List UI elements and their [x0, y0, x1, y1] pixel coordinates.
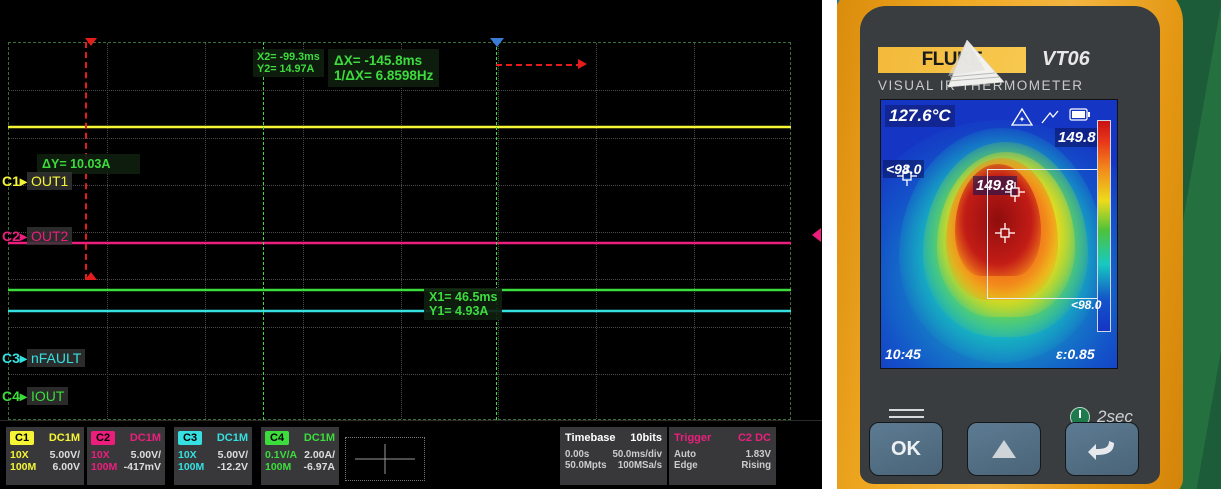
svg-text:✦: ✦: [1019, 115, 1026, 124]
